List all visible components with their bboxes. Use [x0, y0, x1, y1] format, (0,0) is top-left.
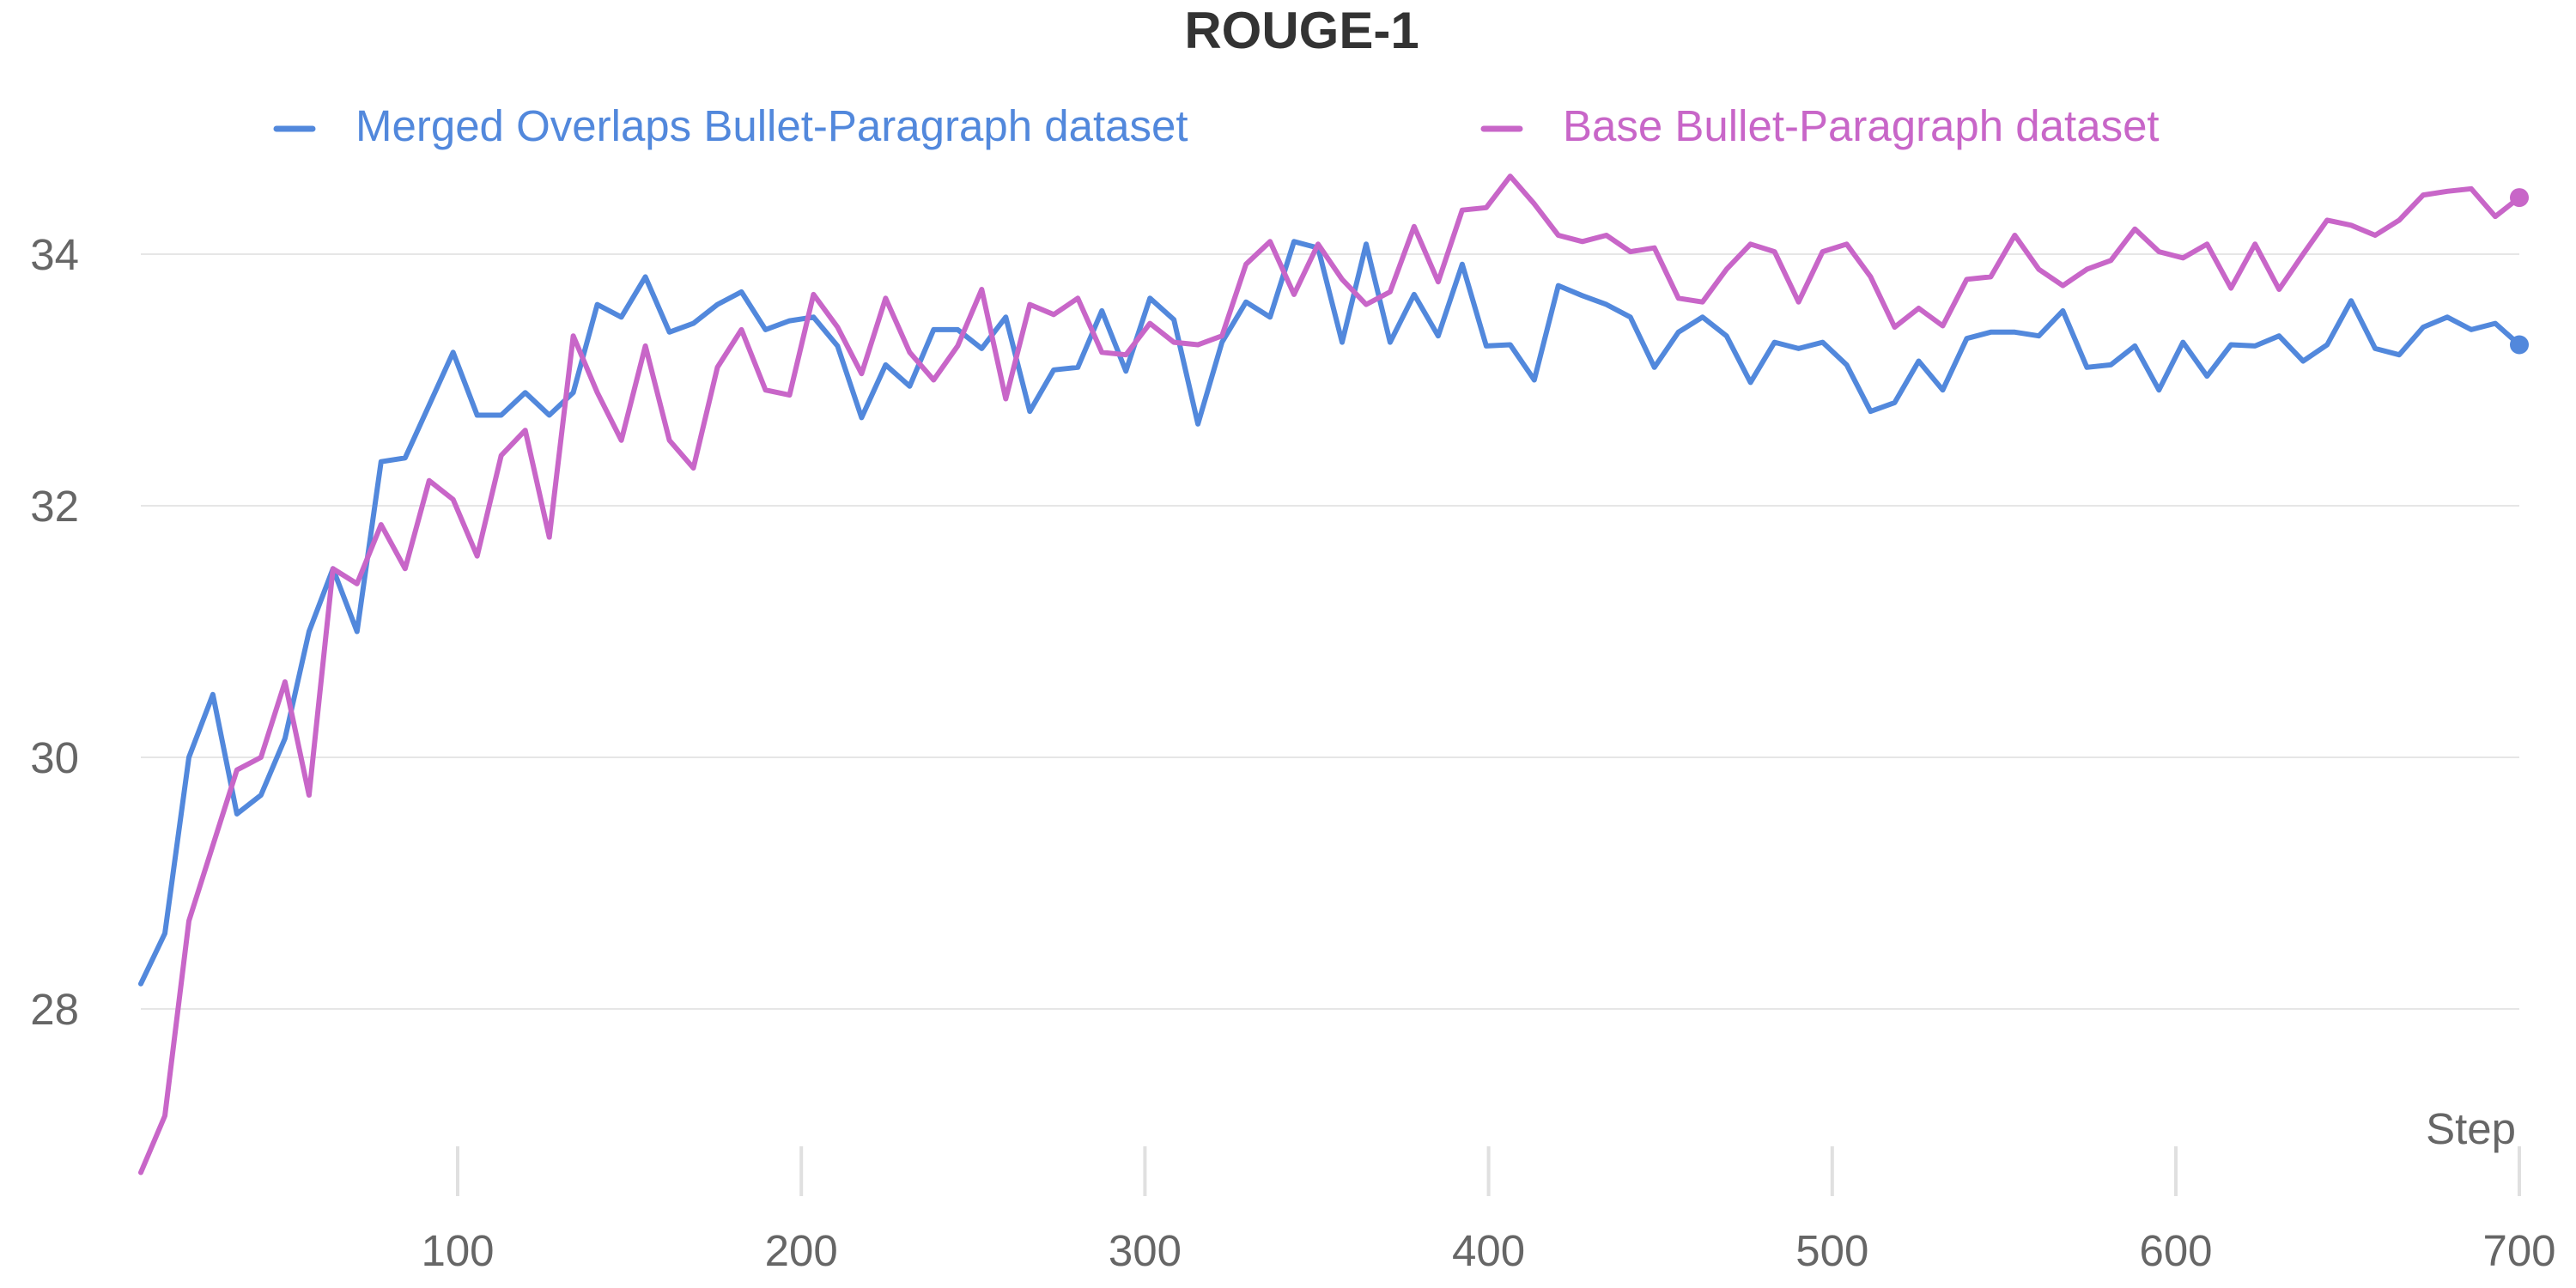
x-tick-label-300: 300 [1109, 1226, 1182, 1275]
y-tick-label-28: 28 [30, 985, 79, 1034]
x-tick-label-700: 700 [2482, 1226, 2555, 1275]
series-line-2 [138, 173, 2522, 1176]
x-tick-label-400: 400 [1452, 1226, 1525, 1275]
x-tick-label-500: 500 [1795, 1226, 1868, 1275]
chart-title: ROUGE-1 [1184, 2, 1419, 59]
y-axis-ticks: 28 30 32 34 [30, 230, 79, 1034]
x-axis-label: Step [2426, 1104, 2516, 1153]
series-end-point-1 [2510, 335, 2529, 355]
legend: Merged Overlaps Bullet-Paragraph dataset… [273, 101, 2160, 150]
x-tick-label-200: 200 [765, 1226, 838, 1275]
x-tick-label-100: 100 [421, 1226, 494, 1275]
x-axis-ticks: 100 200 300 400 500 600 700 [421, 1146, 2556, 1275]
series-line-1 [138, 239, 2522, 987]
x-tick-label-600: 600 [2139, 1226, 2212, 1275]
y-tick-label-32: 32 [30, 482, 79, 531]
legend-label-2: Base Bullet-Paragraph dataset [1563, 101, 2160, 150]
series-end-point-2 [2510, 188, 2529, 208]
series-lines [138, 173, 2529, 1176]
y-tick-label-30: 30 [30, 733, 79, 782]
y-gridlines [141, 253, 2519, 1010]
legend-label-1: Merged Overlaps Bullet-Paragraph dataset [355, 101, 1188, 150]
y-tick-label-34: 34 [30, 230, 79, 279]
